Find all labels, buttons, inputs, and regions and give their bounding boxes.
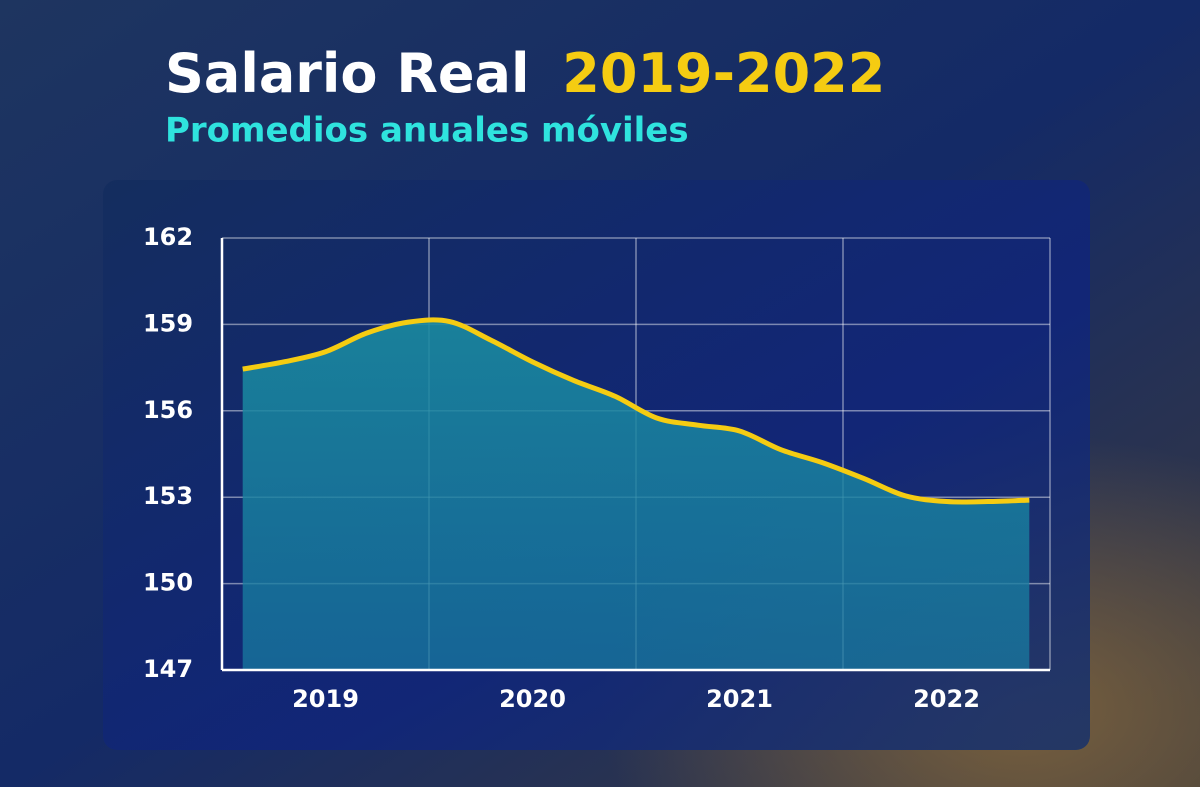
x-tick-label: 2020: [499, 685, 566, 713]
y-tick-label: 159: [143, 309, 193, 337]
title-main: Salario Real: [165, 42, 529, 105]
y-tick-label: 150: [143, 569, 193, 597]
plot: 147 150 153 156 159 162 2019 2020 2021 2022: [143, 223, 1051, 713]
line: [242, 317, 1030, 505]
area-fill: [242, 319, 1030, 670]
chart-subtitle: Promedios anuales móviles: [165, 111, 689, 151]
chart-title: Salario Real 2019-2022: [165, 42, 885, 105]
y-tick-label: 162: [143, 223, 193, 251]
y-tick-label: 147: [143, 655, 193, 683]
x-tick-label: 2021: [706, 685, 773, 713]
title-years: 2019-2022: [562, 42, 885, 105]
x-tick-label: 2022: [913, 685, 980, 713]
y-tick-label: 153: [143, 482, 193, 510]
y-tick-label: 156: [143, 396, 193, 424]
x-tick-label: 2019: [292, 685, 359, 713]
